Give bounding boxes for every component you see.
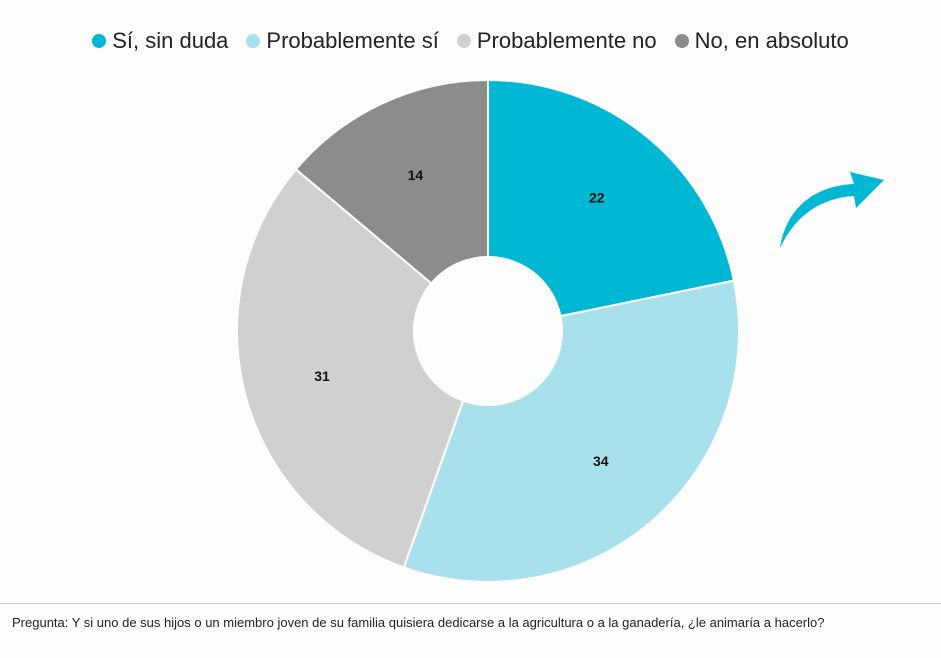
- legend-swatch: [674, 34, 689, 48]
- donut-slice-label: 22: [589, 190, 605, 206]
- donut-slice-2: [236, 167, 465, 569]
- donut-slice-0: [487, 78, 736, 318]
- legend-item-no-en-absoluto: No, en absoluto: [674, 28, 849, 54]
- legend-item-probablemente-si: Probablemente sí: [246, 28, 439, 54]
- legend-label: Sí, sin duda: [112, 28, 229, 53]
- legend-label: No, en absoluto: [694, 28, 849, 53]
- legend-item-probablemente-no: Probablemente no: [456, 28, 657, 54]
- legend-swatch: [456, 34, 471, 48]
- donut-slice-1: [402, 279, 740, 583]
- legend-item-si-sin-duda: Sí, sin duda: [92, 28, 228, 54]
- chart-legend: Sí, sin duda Probablemente sí Probableme…: [0, 28, 941, 54]
- donut-slice-label: 34: [593, 453, 609, 469]
- legend-label: Probablemente sí: [266, 28, 439, 53]
- curved-arrow-icon: [780, 172, 884, 248]
- survey-question-footnote: Pregunta: Y si uno de sus hijos o un mie…: [12, 615, 825, 630]
- donut-slice-label: 14: [408, 167, 424, 183]
- legend-swatch: [246, 34, 261, 48]
- footnote-divider: [0, 603, 941, 604]
- donut-slice-label: 31: [314, 368, 330, 384]
- legend-label: Probablemente no: [476, 28, 657, 53]
- donut-chart: 22 34 31 14: [236, 78, 740, 583]
- donut-slice-3: [294, 78, 489, 285]
- legend-swatch: [92, 34, 107, 48]
